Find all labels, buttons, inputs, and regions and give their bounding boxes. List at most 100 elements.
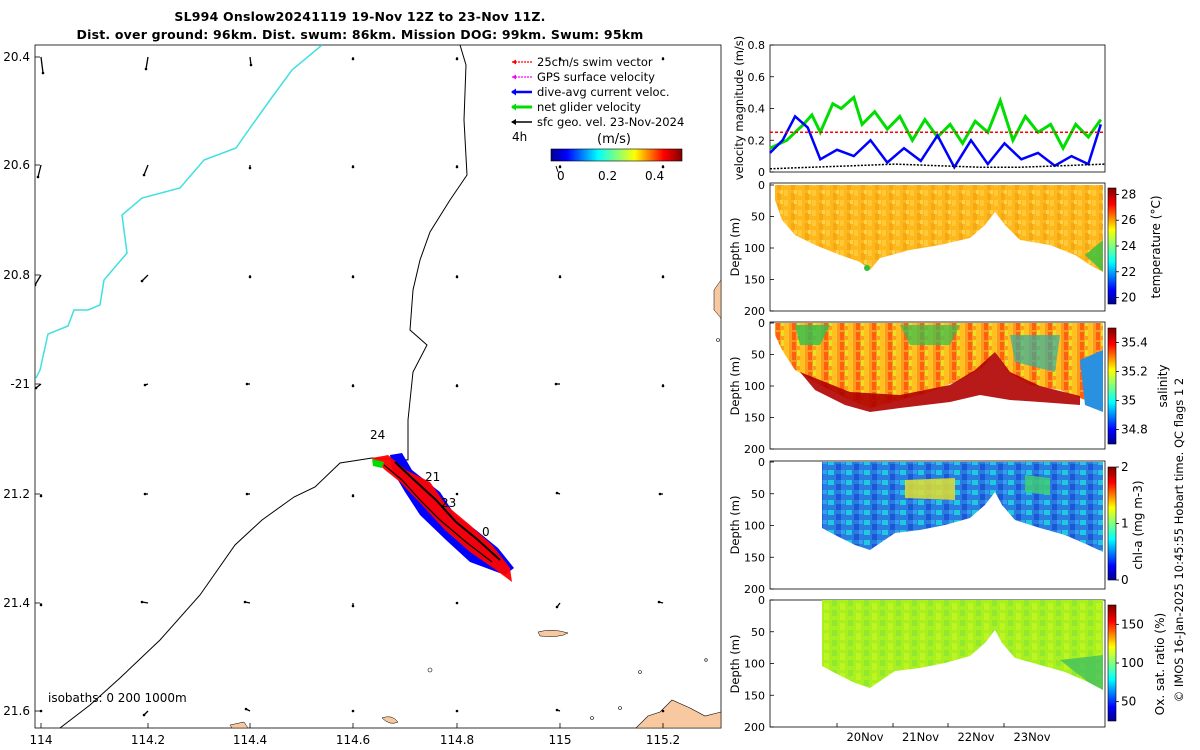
colorbar-tick-label: 26 [1121, 213, 1136, 227]
geo-arrow-head [39, 603, 43, 607]
geo-arrow-head [661, 165, 665, 169]
geo-arrow-head [39, 709, 43, 713]
colorbar-tick-label: 28 [1121, 187, 1136, 201]
time-x-axis: 20Nov 21Nov 22Nov 23Nov [836, 723, 1051, 744]
geo-arrow [37, 164, 42, 178]
geo-arrow-head [661, 384, 665, 388]
geo-velocity-arrows [35, 56, 665, 717]
oxygen-panel: 0 50 100 150 200 Depth (m) 150 100 50 Ox. sat.… [728, 594, 1167, 744]
legend-item-gps-velocity: GPS surface velocity [512, 70, 655, 84]
x-tick-label: 114.4 [233, 733, 267, 747]
track-day-label: 23 [441, 496, 456, 510]
x-tick-label: 114.8 [440, 733, 474, 747]
depth-tick-label: 100 [744, 242, 765, 255]
oxygen-colorbar-label: Ox. sat. ratio (%) [1153, 613, 1167, 715]
geo-arrow [145, 56, 149, 70]
geo-arrow [40, 56, 44, 74]
y-tick-label: 0.4 [748, 103, 766, 116]
chart-title-line2: Dist. over ground: 96km. Dist. swum: 86k… [76, 27, 644, 42]
geo-arrow-head [142, 173, 146, 177]
geo-arrow-head [455, 601, 459, 605]
oxygen-ylabel: Depth (m) [728, 635, 742, 694]
geo-arrow-head [248, 166, 252, 170]
y-tick-label: 21.6 [3, 704, 30, 718]
chlorophyll-panel: 0 50 100 150 200 Depth (m) 2 1 0 chl-a (mg m-3… [728, 456, 1145, 596]
colorbar-sample-arrow [555, 165, 559, 173]
geo-arrow-head [558, 57, 562, 61]
imos-credit: © IMOS 16-Jan-2025 10:45:55 Hobart time.… [1172, 378, 1186, 702]
colorbar-tick: 0 [557, 169, 565, 183]
colorbar-tick-label: 35.2 [1121, 365, 1148, 379]
y-tick-label: 0.8 [748, 39, 766, 52]
depth-tick-label: 50 [751, 626, 765, 639]
temperature-y-axis: 0 50 100 150 200 [744, 179, 774, 318]
geo-arrow-head [558, 165, 562, 169]
temperature-panel: 0 50 100 150 200 Depth (m) 28 26 24 22 20 temper… [728, 179, 1163, 318]
geo-arrow-head [351, 604, 355, 608]
depth-tick-label: 50 [751, 488, 765, 501]
geo-arrow-head [554, 382, 558, 386]
geo-arrow [249, 56, 252, 66]
x-tick-label: 115 [549, 733, 572, 747]
geo-arrow-head [142, 713, 146, 717]
legend-label: sfc geo. vel. 23-Nov-2024 [537, 115, 684, 129]
y-tick-label: -21 [10, 377, 30, 391]
colorbar-tick-label: 24 [1121, 239, 1136, 253]
geo-arrow-head [39, 494, 43, 498]
series-line [769, 94, 1103, 152]
colorbar-tick-label: 2 [1121, 460, 1129, 474]
temperature-colorbar-ticks: 28 26 24 22 20 [1116, 187, 1136, 305]
legend-item-sfc-geo: sfc geo. vel. 23-Nov-2024 [511, 115, 684, 129]
y-tick-label: 20.8 [3, 268, 30, 282]
geo-arrow-head [558, 275, 562, 279]
temperature-colorbar-label: temperature (°C) [1149, 196, 1163, 299]
colorbar-tick: 0.2 [598, 169, 617, 183]
geo-arrow-head [140, 279, 144, 283]
x-tick-label: 115.2 [646, 733, 680, 747]
interval-label: 4h [512, 130, 527, 144]
depth-tick-label: 150 [744, 689, 765, 702]
salinity-colorbar [1107, 327, 1117, 445]
geo-arrow-head [143, 492, 147, 496]
colorbar-tick-label: 0 [1121, 573, 1129, 587]
speed-colorbar [550, 148, 683, 162]
geo-arrow-head [455, 709, 459, 713]
geo-arrow-head [248, 275, 252, 279]
salinity-y-axis: 0 50 100 150 200 [744, 317, 774, 456]
depth-tick-label: 200 [744, 721, 765, 734]
colorbar-unit: (m/s) [597, 132, 631, 147]
depth-tick-label: 0 [758, 456, 765, 469]
geo-arrow-head [249, 63, 253, 67]
geo-arrow-head [36, 175, 40, 179]
geo-arrow-head [351, 384, 355, 388]
geo-arrow-head [555, 491, 559, 495]
geo-arrow-head [455, 384, 459, 388]
geo-arrow [141, 274, 149, 282]
depth-tick-label: 150 [744, 274, 765, 287]
colorbar-tick-label: 50 [1121, 695, 1136, 709]
colorbar-tick-label: 22 [1121, 265, 1136, 279]
geo-arrow-head [351, 57, 355, 61]
geo-arrow-head [555, 708, 559, 712]
x-tick-label: 114.6 [336, 733, 370, 747]
depth-tick-label: 0 [758, 594, 765, 607]
temperature-colorbar [1107, 187, 1117, 305]
geo-arrow-head [244, 707, 248, 711]
legend-label: net glider velocity [537, 100, 641, 114]
x-tick-label: 114.2 [131, 733, 165, 747]
geo-arrow-head [144, 67, 148, 71]
depth-tick-label: 200 [744, 583, 765, 596]
salinity-colorbar-ticks: 35.4 35.2 35 34.8 [1116, 336, 1148, 437]
geo-arrow-head [351, 709, 355, 713]
map-y-axis: 20.4 20.6 20.8 -21 21.2 21.4 21.6 [3, 50, 40, 718]
depth-tick-label: 150 [744, 551, 765, 564]
time-tick-label: 21Nov [902, 730, 939, 744]
geo-arrow-head [661, 709, 665, 713]
colorbar-tick-label: 100 [1121, 656, 1144, 670]
salinity-ylabel: Depth (m) [728, 357, 742, 416]
geo-arrow-head [351, 494, 355, 498]
oxygen-y-axis: 0 50 100 150 200 [744, 594, 774, 734]
velocity-y-axis: 0 0.2 0.4 0.6 0.8 [748, 39, 774, 179]
legend-label: GPS surface velocity [537, 70, 655, 84]
